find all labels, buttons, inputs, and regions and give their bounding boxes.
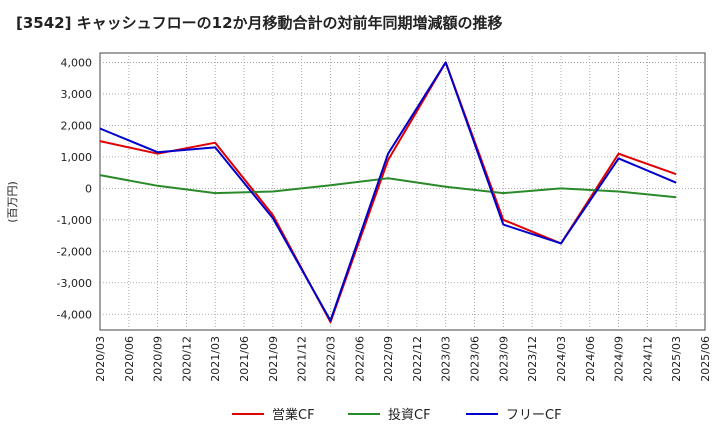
x-tick-label: 2023/12	[526, 336, 539, 382]
x-tick-label: 2024/09	[613, 336, 626, 382]
x-tick-label: 2022/06	[353, 336, 366, 382]
x-tick-label: 2022/12	[411, 336, 424, 382]
x-tick-label: 2024/03	[555, 336, 568, 382]
legend-label: 営業CF	[272, 407, 315, 423]
y-tick-label: 4,000	[61, 56, 93, 69]
x-tick-label: 2025/06	[699, 336, 712, 382]
x-tick-label: 2020/06	[123, 336, 136, 382]
y-tick-label: 2,000	[61, 119, 93, 132]
y-tick-label: -4,000	[57, 308, 92, 321]
x-tick-label: 2023/06	[469, 336, 482, 382]
x-tick-label: 2024/12	[641, 336, 654, 382]
legend-label: 投資CF	[388, 407, 431, 423]
y-tick-label: -2,000	[57, 245, 92, 258]
y-axis-title: (百万円)	[6, 181, 19, 223]
x-tick-label: 2021/12	[296, 336, 309, 382]
y-tick-label: 1,000	[61, 151, 93, 164]
legend-label: フリーCF	[506, 408, 562, 423]
series-layer	[99, 61, 677, 324]
y-tick-label: 0	[85, 182, 92, 195]
chart-title: [3542] キャッシュフローの12か月移動合計の対前年同期増減額の推移	[16, 14, 503, 32]
x-tick-label: 2022/09	[382, 336, 395, 382]
x-tick-label: 2021/06	[238, 336, 251, 382]
series-line	[99, 174, 677, 199]
x-tick-label: 2022/03	[324, 336, 337, 382]
legend: 営業CF 投資CF フリーCF	[232, 407, 562, 423]
x-tick-label: 2023/03	[440, 336, 453, 382]
x-tick-label: 2021/03	[209, 336, 222, 382]
x-tick-label: 2024/06	[584, 336, 597, 382]
x-tick-label: 2023/09	[497, 336, 510, 382]
y-tick-label: -3,000	[57, 277, 92, 290]
y-tick-label: 3,000	[61, 88, 93, 101]
x-tick-label: 2020/12	[180, 336, 193, 382]
y-tick-label: -1,000	[57, 214, 92, 227]
x-tick-label: 2020/03	[94, 336, 107, 382]
axis-layer: 2020/03 2020/06 2020/09 2020/12 2021/03 2021/…	[57, 56, 712, 381]
x-tick-label: 2025/03	[670, 336, 683, 382]
x-tick-label: 2020/09	[152, 336, 165, 382]
series-line	[99, 61, 677, 322]
x-tick-label: 2021/09	[267, 336, 280, 382]
